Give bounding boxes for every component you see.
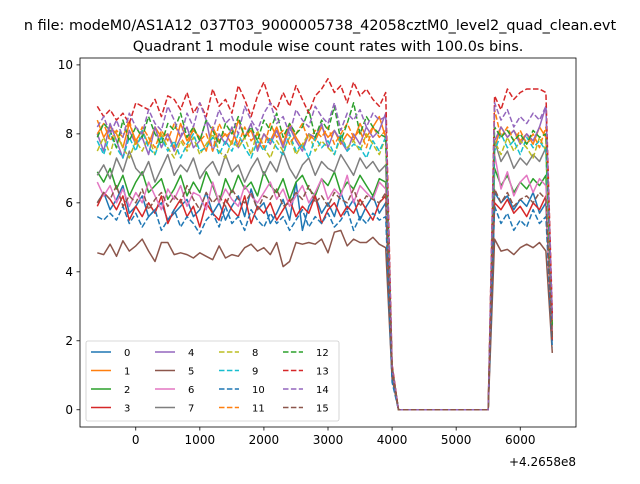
x-tick-label-1000: 1000 [185, 433, 216, 447]
y-tick-label-2: 2 [65, 334, 73, 348]
x-axis-offset-label: +4.2658e8 [509, 455, 576, 469]
legend-label-6: 6 [188, 385, 194, 396]
legend-box [85, 340, 340, 422]
legend-label-3: 3 [124, 403, 130, 414]
legend-label-10: 10 [252, 385, 265, 396]
series-line-15 [96, 184, 554, 411]
series-line-14 [96, 102, 554, 411]
legend-label-7: 7 [188, 403, 194, 414]
series-line-11 [96, 108, 554, 411]
y-tick-label-0: 0 [65, 403, 73, 417]
x-tick-label-3000: 3000 [313, 433, 344, 447]
legend-label-4: 4 [188, 348, 194, 359]
legend-label-5: 5 [188, 366, 194, 377]
legend-label-9: 9 [252, 366, 258, 377]
legend-label-12: 12 [316, 348, 329, 359]
y-tick-label-8: 8 [65, 127, 73, 141]
legend-label-1: 1 [124, 366, 130, 377]
y-tick-label-10: 10 [58, 58, 73, 72]
chart-title: Quadrant 1 module wise count rates with … [133, 39, 524, 55]
legend-label-8: 8 [252, 348, 258, 359]
legend-label-11: 11 [252, 403, 265, 414]
figure-suptitle: n file: modeM0/AS1A12_037T03_9000005738_… [24, 18, 617, 34]
y-tick-label-4: 4 [65, 265, 73, 279]
plot-area: 0 1000 2000 3000 4000 5000 6000024681001234567… [58, 57, 577, 447]
legend-label-2: 2 [124, 385, 130, 396]
x-tick-label-0: 0 [132, 433, 140, 447]
legend-label-14: 14 [316, 385, 329, 396]
y-tick-label-6: 6 [65, 196, 73, 210]
legend-label-15: 15 [316, 403, 329, 414]
legend-label-0: 0 [124, 348, 130, 359]
legend-label-13: 13 [316, 366, 329, 377]
x-tick-label-4000: 4000 [377, 433, 408, 447]
x-tick-label-5000: 5000 [441, 433, 472, 447]
x-tick-label-2000: 2000 [249, 433, 280, 447]
series-line-10 [96, 205, 554, 411]
x-tick-label-6000: 6000 [505, 433, 536, 447]
